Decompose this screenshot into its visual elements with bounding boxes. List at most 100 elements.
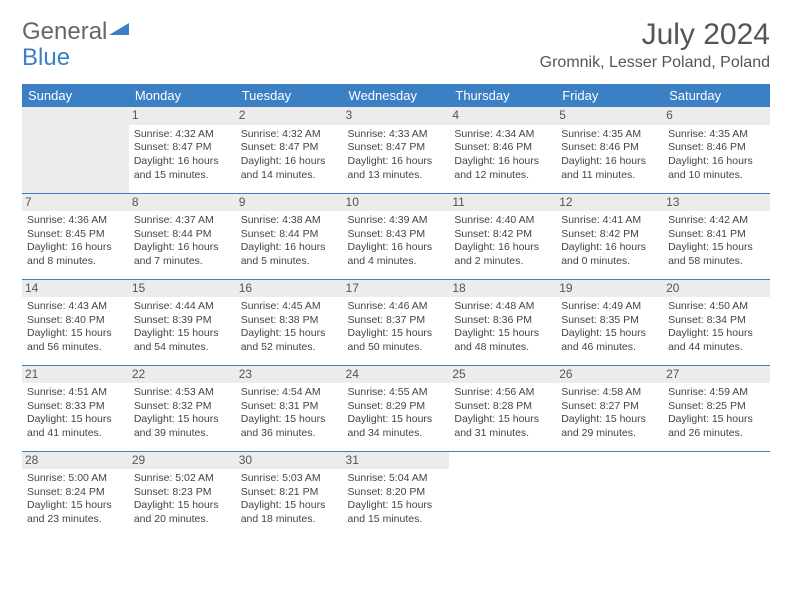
sunset-text: Sunset: 8:39 PM <box>134 314 231 328</box>
day-number: 7 <box>22 194 129 212</box>
calendar-cell: 26Sunrise: 4:58 AMSunset: 8:27 PMDayligh… <box>556 365 663 451</box>
sunset-text: Sunset: 8:47 PM <box>134 141 231 155</box>
sunset-text: Sunset: 8:45 PM <box>27 228 124 242</box>
calendar-cell: 17Sunrise: 4:46 AMSunset: 8:37 PMDayligh… <box>343 279 450 365</box>
day-number: 1 <box>129 107 236 125</box>
sunset-text: Sunset: 8:24 PM <box>27 486 124 500</box>
day-info: Sunrise: 4:54 AMSunset: 8:31 PMDaylight:… <box>241 385 338 441</box>
day-info: Sunrise: 4:32 AMSunset: 8:47 PMDaylight:… <box>134 127 231 183</box>
logo-icon <box>109 18 129 46</box>
sunrise-text: Sunrise: 5:04 AM <box>348 472 445 486</box>
sunset-text: Sunset: 8:44 PM <box>241 228 338 242</box>
calendar-cell <box>22 107 129 193</box>
daylight-text: Daylight: 15 hours and 18 minutes. <box>241 499 338 526</box>
day-number: 11 <box>449 194 556 212</box>
daylight-text: Daylight: 15 hours and 34 minutes. <box>348 413 445 440</box>
weekday-header: Saturday <box>663 84 770 107</box>
daylight-text: Daylight: 15 hours and 58 minutes. <box>668 241 765 268</box>
sunrise-text: Sunrise: 4:54 AM <box>241 386 338 400</box>
day-number: 13 <box>663 194 770 212</box>
day-info: Sunrise: 4:43 AMSunset: 8:40 PMDaylight:… <box>27 299 124 355</box>
daylight-text: Daylight: 15 hours and 46 minutes. <box>561 327 658 354</box>
sunrise-text: Sunrise: 4:55 AM <box>348 386 445 400</box>
sunrise-text: Sunrise: 4:58 AM <box>561 386 658 400</box>
sunset-text: Sunset: 8:34 PM <box>668 314 765 328</box>
sunrise-text: Sunrise: 4:40 AM <box>454 214 551 228</box>
day-number: 25 <box>449 366 556 384</box>
day-number: 6 <box>663 107 770 125</box>
day-info: Sunrise: 4:41 AMSunset: 8:42 PMDaylight:… <box>561 213 658 269</box>
day-info: Sunrise: 4:45 AMSunset: 8:38 PMDaylight:… <box>241 299 338 355</box>
daylight-text: Daylight: 15 hours and 41 minutes. <box>27 413 124 440</box>
calendar-cell: 9Sunrise: 4:38 AMSunset: 8:44 PMDaylight… <box>236 193 343 279</box>
sunset-text: Sunset: 8:43 PM <box>348 228 445 242</box>
location: Gromnik, Lesser Poland, Poland <box>540 54 770 72</box>
calendar-body: 1 Sunrise: 4:32 AMSunset: 8:47 PMDaylight… <box>22 107 770 537</box>
sunrise-text: Sunrise: 4:37 AM <box>134 214 231 228</box>
sunrise-text: Sunrise: 4:34 AM <box>454 128 551 142</box>
calendar-week: 21Sunrise: 4:51 AMSunset: 8:33 PMDayligh… <box>22 365 770 451</box>
day-number: 31 <box>343 452 450 470</box>
daylight-text: Daylight: 15 hours and 48 minutes. <box>454 327 551 354</box>
sunset-text: Sunset: 8:46 PM <box>454 141 551 155</box>
sunset-text: Sunset: 8:38 PM <box>241 314 338 328</box>
calendar-cell: 31 Sunrise: 5:04 AMSunset: 8:20 PMDayligh… <box>343 451 450 537</box>
calendar-cell <box>449 451 556 537</box>
calendar-cell: 3 Sunrise: 4:33 AMSunset: 8:47 PMDaylight… <box>343 107 450 193</box>
calendar-cell: 10Sunrise: 4:39 AMSunset: 8:43 PMDayligh… <box>343 193 450 279</box>
daylight-text: Daylight: 16 hours and 4 minutes. <box>348 241 445 268</box>
calendar-cell: 20Sunrise: 4:50 AMSunset: 8:34 PMDayligh… <box>663 279 770 365</box>
sunrise-text: Sunrise: 4:42 AM <box>668 214 765 228</box>
sunset-text: Sunset: 8:46 PM <box>561 141 658 155</box>
calendar-cell: 14Sunrise: 4:43 AMSunset: 8:40 PMDayligh… <box>22 279 129 365</box>
daylight-text: Daylight: 15 hours and 15 minutes. <box>348 499 445 526</box>
day-info: Sunrise: 4:42 AMSunset: 8:41 PMDaylight:… <box>668 213 765 269</box>
weekday-header: Friday <box>556 84 663 107</box>
calendar-cell: 22Sunrise: 4:53 AMSunset: 8:32 PMDayligh… <box>129 365 236 451</box>
calendar-cell: 30Sunrise: 5:03 AMSunset: 8:21 PMDayligh… <box>236 451 343 537</box>
day-info: Sunrise: 4:50 AMSunset: 8:34 PMDaylight:… <box>668 299 765 355</box>
day-number: 19 <box>556 280 663 298</box>
calendar-week: 7Sunrise: 4:36 AMSunset: 8:45 PMDaylight… <box>22 193 770 279</box>
day-number: 27 <box>663 366 770 384</box>
day-number: 3 <box>343 107 450 125</box>
sunrise-text: Sunrise: 4:59 AM <box>668 386 765 400</box>
daylight-text: Daylight: 15 hours and 20 minutes. <box>134 499 231 526</box>
day-number: 9 <box>236 194 343 212</box>
calendar-week: 28Sunrise: 5:00 AMSunset: 8:24 PMDayligh… <box>22 451 770 537</box>
day-number: 23 <box>236 366 343 384</box>
sunset-text: Sunset: 8:28 PM <box>454 400 551 414</box>
calendar-cell: 5Sunrise: 4:35 AMSunset: 8:46 PMDaylight… <box>556 107 663 193</box>
calendar-week: 14Sunrise: 4:43 AMSunset: 8:40 PMDayligh… <box>22 279 770 365</box>
sunrise-text: Sunrise: 5:03 AM <box>241 472 338 486</box>
sunrise-text: Sunrise: 4:48 AM <box>454 300 551 314</box>
daylight-text: Daylight: 15 hours and 26 minutes. <box>668 413 765 440</box>
calendar-cell: 15Sunrise: 4:44 AMSunset: 8:39 PMDayligh… <box>129 279 236 365</box>
sunset-text: Sunset: 8:33 PM <box>27 400 124 414</box>
sunset-text: Sunset: 8:23 PM <box>134 486 231 500</box>
sunrise-text: Sunrise: 4:56 AM <box>454 386 551 400</box>
day-number: 17 <box>343 280 450 298</box>
day-info: Sunrise: 4:35 AMSunset: 8:46 PMDaylight:… <box>561 127 658 183</box>
weekday-header: Tuesday <box>236 84 343 107</box>
sunrise-text: Sunrise: 4:49 AM <box>561 300 658 314</box>
calendar-cell: 4 Sunrise: 4:34 AMSunset: 8:46 PMDaylight… <box>449 107 556 193</box>
month-year: July 2024 <box>540 18 770 52</box>
day-number: 4 <box>449 107 556 125</box>
sunset-text: Sunset: 8:29 PM <box>348 400 445 414</box>
sunset-text: Sunset: 8:47 PM <box>241 141 338 155</box>
day-number: 28 <box>22 452 129 470</box>
calendar-head: SundayMondayTuesdayWednesdayThursdayFrid… <box>22 84 770 107</box>
weekday-header: Monday <box>129 84 236 107</box>
calendar-cell <box>663 451 770 537</box>
daylight-text: Daylight: 16 hours and 12 minutes. <box>454 155 551 182</box>
calendar-cell: 27Sunrise: 4:59 AMSunset: 8:25 PMDayligh… <box>663 365 770 451</box>
sunrise-text: Sunrise: 4:43 AM <box>27 300 124 314</box>
sunset-text: Sunset: 8:20 PM <box>348 486 445 500</box>
calendar-cell: 18Sunrise: 4:48 AMSunset: 8:36 PMDayligh… <box>449 279 556 365</box>
sunset-text: Sunset: 8:21 PM <box>241 486 338 500</box>
day-info: Sunrise: 4:33 AMSunset: 8:47 PMDaylight:… <box>348 127 445 183</box>
day-info: Sunrise: 5:03 AMSunset: 8:21 PMDaylight:… <box>241 471 338 527</box>
day-number: 2 <box>236 107 343 125</box>
daylight-text: Daylight: 16 hours and 11 minutes. <box>561 155 658 182</box>
